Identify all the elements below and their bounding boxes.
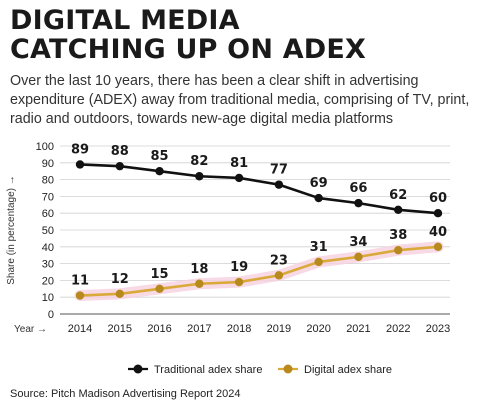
data-point-1-2022 [394,245,403,255]
data-point-1-2023 [433,242,443,251]
x-tick-label-2014: 2014 [68,323,92,335]
y-tick-label-30: 30 [42,259,54,271]
data-label-0-2016: 85 [151,149,169,164]
y-tick-label-100: 100 [36,141,54,153]
y-tick-label-90: 90 [42,158,54,170]
y-tick-label-50: 50 [42,225,54,237]
data-label-0-2017: 82 [190,154,208,169]
series-glow-1 [74,241,444,302]
x-tick-label-2017: 2017 [187,323,211,335]
y-tick-label-0: 0 [48,309,54,321]
data-label-1-2014: 11 [71,274,89,289]
y-tick-label-40: 40 [42,242,54,254]
data-point-0-2016 [155,167,164,176]
data-point-0-2017 [195,172,204,181]
data-label-0-2015: 88 [111,144,129,159]
data-point-0-2023 [433,209,443,218]
y-tick-label-10: 10 [42,292,54,304]
data-label-0-2020: 69 [310,176,328,191]
data-label-1-2016: 15 [151,267,169,282]
data-point-0-2018 [234,173,244,183]
data-point-0-2015 [115,161,124,171]
legend-marker-1 [283,364,293,374]
series-line-1 [79,245,439,297]
data-point-1-2021 [354,252,363,262]
data-point-1-2019 [274,271,284,280]
data-label-1-2022: 38 [389,228,407,243]
data-label-1-2019: 23 [270,253,288,268]
data-label-0-2014: 89 [71,142,89,157]
y-axis-label: Share (in percentage) → [6,175,17,285]
y-tick-label-60: 60 [42,208,54,220]
data-label-1-2018: 19 [230,260,248,275]
x-tick-label-2018: 2018 [227,323,251,335]
title-line-2: CATCHING UP ON ADEX [10,34,367,65]
x-tick-label-2020: 2020 [306,323,330,335]
y-tick-label-70: 70 [42,191,54,203]
data-point-0-2014 [75,160,85,169]
data-label-0-2019: 77 [270,163,288,178]
data-point-1-2014 [75,291,85,300]
data-point-1-2016 [155,284,164,293]
data-label-0-2021: 66 [349,181,367,196]
x-tick-label-2015: 2015 [108,323,132,335]
x-tick-label-2021: 2021 [346,323,370,335]
data-label-0-2022: 62 [389,188,407,203]
y-tick-label-20: 20 [42,275,54,287]
chart-subtitle: Over the last 10 years, there has been a… [10,73,470,127]
data-point-1-2018 [234,277,244,287]
data-point-1-2017 [195,279,204,288]
data-label-1-2020: 31 [310,240,328,255]
x-tick-label-2016: 2016 [147,323,171,335]
data-point-1-2015 [115,289,124,299]
x-axis-label: Year → [14,324,47,335]
data-point-1-2020 [314,257,323,267]
legend-marker-0 [133,364,143,374]
data-point-0-2021 [354,198,363,208]
data-label-1-2023: 40 [429,225,447,240]
data-point-0-2020 [314,193,323,203]
data-label-1-2017: 18 [190,262,208,277]
data-label-1-2015: 12 [111,272,129,287]
chart-title: DIGITAL MEDIA CATCHING UP ON ADEX [10,6,470,64]
title-line-1: DIGITAL MEDIA [10,5,240,36]
legend-label-1: Digital adex share [304,364,392,376]
data-label-0-2023: 60 [429,191,447,206]
source-note: Source: Pitch Madison Advertising Report… [10,388,241,400]
data-label-0-2018: 81 [230,156,248,171]
x-tick-label-2022: 2022 [386,323,410,335]
x-tick-label-2023: 2023 [426,323,450,335]
legend-label-0: Traditional adex share [154,364,262,376]
series-line-0 [79,163,439,215]
data-label-1-2021: 34 [349,235,367,250]
data-point-0-2022 [394,205,403,215]
data-point-0-2019 [274,180,284,189]
y-tick-label-80: 80 [42,175,54,187]
x-tick-label-2019: 2019 [267,323,291,335]
